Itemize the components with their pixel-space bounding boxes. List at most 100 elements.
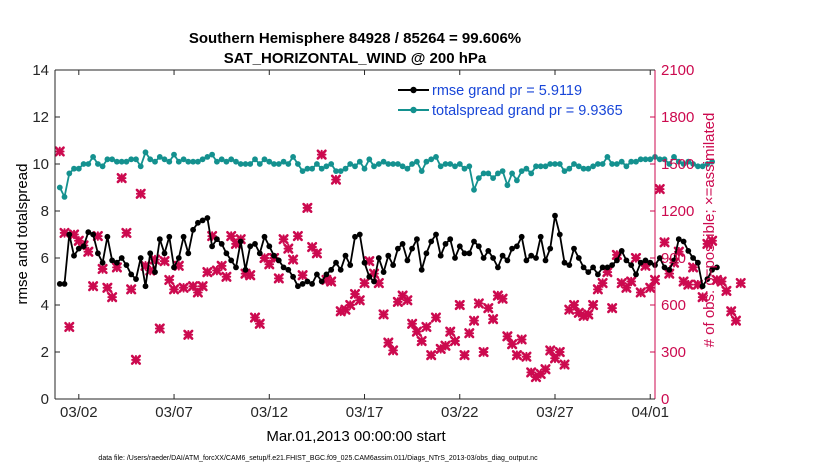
totalspread-point <box>266 158 273 165</box>
rmse-point <box>66 231 73 238</box>
rmse-point <box>695 259 701 266</box>
totalspread-point <box>109 156 115 163</box>
totalspread-point <box>495 170 501 177</box>
rmse-point <box>509 245 515 252</box>
totalspread-point <box>190 158 197 165</box>
totalspread-point <box>314 161 320 167</box>
rmse-point <box>490 255 496 261</box>
totalspread-point <box>152 158 158 165</box>
obs-marker <box>730 315 742 326</box>
obs-marker <box>464 328 475 339</box>
obs-marker <box>687 262 699 273</box>
rmse-point <box>466 250 473 257</box>
rmse-point <box>285 266 292 273</box>
totalspread-point <box>590 163 596 170</box>
y-right-tick-label: 300 <box>661 344 686 361</box>
obs-marker <box>178 282 189 293</box>
obs-marker <box>87 281 99 292</box>
obs-marker <box>497 293 508 304</box>
obs-marker <box>511 350 523 361</box>
totalspread-point <box>309 165 315 172</box>
totalspread-point <box>623 163 630 170</box>
rmse-point <box>261 233 268 240</box>
rmse-point <box>71 252 77 259</box>
obs-marker <box>297 270 308 281</box>
totalspread-point <box>99 163 106 170</box>
totalspread-point <box>233 158 239 165</box>
rmse-point <box>633 271 639 278</box>
y-right-tick-label: 1800 <box>661 109 694 126</box>
totalspread-point <box>104 156 111 163</box>
rmse-point <box>528 252 535 259</box>
y-tick-label: 2 <box>41 344 49 361</box>
obs-marker <box>107 292 118 303</box>
rmse-point <box>628 262 635 268</box>
totalspread-point <box>385 161 392 167</box>
totalspread-point <box>661 156 668 163</box>
rmse-point <box>147 250 154 257</box>
rmse-point <box>275 257 282 264</box>
rmse-point <box>133 276 139 282</box>
totalspread-point <box>556 161 563 167</box>
totalspread-point <box>542 163 549 170</box>
rmse-point <box>642 257 649 264</box>
obs-marker <box>416 335 427 347</box>
rmse-point <box>204 215 211 221</box>
y-right-tick-label: 2100 <box>661 62 694 79</box>
totalspread-point <box>509 170 515 177</box>
totalspread-point <box>595 161 601 167</box>
rmse-point <box>137 255 144 261</box>
rmse-point <box>714 264 720 271</box>
totalspread-point <box>247 161 254 167</box>
obs-marker <box>221 271 232 282</box>
rmse-point <box>266 243 273 250</box>
totalspread-point <box>295 161 301 167</box>
rmse-point <box>561 259 568 266</box>
obs-marker <box>73 235 84 246</box>
totalspread-point <box>228 156 235 163</box>
rmse-point <box>542 257 549 264</box>
totalspread-point <box>175 158 182 165</box>
obs-marker <box>97 263 108 275</box>
rmse-point <box>685 248 692 254</box>
rmse-point <box>280 264 287 271</box>
rmse-point <box>514 243 520 250</box>
totalspread-point <box>137 163 144 170</box>
rmse-point <box>114 259 120 266</box>
totalspread-point <box>504 182 511 189</box>
totalspread-point <box>114 158 120 165</box>
totalspread-point <box>566 165 573 172</box>
rmse-point <box>242 266 249 273</box>
rmse-point <box>195 219 201 226</box>
obs-marker <box>230 238 242 249</box>
y-tick-label: 12 <box>32 109 49 126</box>
obs-marker <box>359 277 370 289</box>
rmse-point <box>399 241 406 247</box>
totalspread-point <box>437 163 444 170</box>
totalspread-point <box>323 163 330 170</box>
totalspread-series <box>56 149 715 200</box>
totalspread-point <box>142 149 149 156</box>
rmse-point <box>637 259 644 266</box>
totalspread-point <box>271 161 277 167</box>
totalspread-point <box>337 168 344 175</box>
rmse-point <box>547 245 554 252</box>
totalspread-point <box>490 175 496 182</box>
totalspread-point <box>85 161 92 167</box>
rmse-point <box>704 276 711 282</box>
obs-marker <box>302 202 313 213</box>
x-tick-label: 03/22 <box>441 404 479 421</box>
totalspread-point <box>699 163 706 170</box>
obs-marker <box>683 279 694 290</box>
totalspread-point <box>704 161 711 167</box>
totalspread-point <box>528 170 535 177</box>
rmse-point <box>361 259 368 266</box>
rmse-point <box>123 262 130 268</box>
obs-marker <box>345 299 356 311</box>
obs-marker <box>735 277 746 289</box>
obs-marker <box>473 298 484 309</box>
totalspread-point <box>199 156 206 163</box>
rmse-point <box>295 283 301 290</box>
rmse-point <box>175 255 182 261</box>
totalspread-point <box>428 156 435 163</box>
